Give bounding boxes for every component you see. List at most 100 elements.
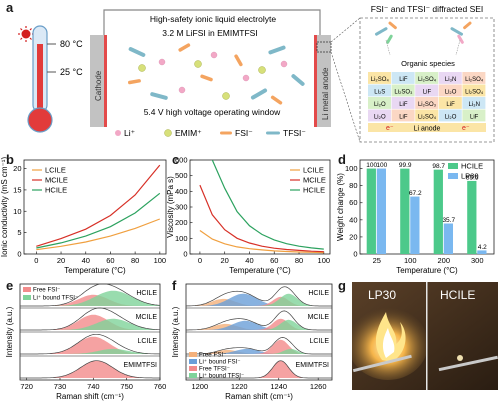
x-tick-label: 0 (198, 256, 202, 265)
thermometer-icon (27, 25, 56, 133)
sei-cell-label: Li₂SO₄ (418, 114, 437, 120)
fit-peak (20, 360, 160, 378)
sei-cell (438, 109, 462, 122)
ion-legend (115, 129, 280, 137)
spectrum-trace (20, 283, 161, 307)
y-tick-label: 400 (175, 187, 188, 196)
sei-cell-label: Li₂O (374, 102, 386, 108)
x-tick-label: 1200 (191, 382, 208, 391)
li-anode-label: Li anode (414, 126, 441, 133)
legend-tfsi: TFSI⁻ (283, 128, 306, 138)
legend-swatch (448, 173, 458, 179)
legend-li: Li⁺ (124, 128, 136, 138)
x-axis-label: Raman shift (cm⁻¹) (56, 392, 124, 401)
bar-hcile (400, 168, 410, 254)
sei-cell-label: Li₂SO₄ (371, 77, 390, 83)
series-line-hcile (36, 192, 161, 249)
legend-label: HCILE (45, 186, 67, 195)
sei-cell-label: Li₂S (374, 89, 385, 95)
x-tick-label: 40 (82, 256, 90, 265)
panel-a-label: a (6, 0, 14, 15)
x-axis-label: Temperature (°C) (396, 266, 458, 275)
y-tick-label: 0 (17, 250, 21, 259)
y-tick-label: 10 (13, 207, 21, 216)
fit-peak (186, 293, 332, 306)
y-axis-label: Ionic conductivity (mS cm⁻¹) (0, 157, 9, 258)
y-axis-label: Viscosity (mPa s) (166, 176, 175, 238)
sei-cell (415, 84, 439, 97)
cathode-electrode (90, 35, 104, 127)
bar-hcile (467, 180, 477, 254)
legend-swatch (189, 352, 197, 357)
x-tick-label: 750 (120, 382, 133, 391)
panel-g-label: g (338, 278, 346, 293)
legend-label: LCILE (45, 166, 66, 175)
sei-cell-label: LiF (399, 102, 408, 108)
x-axis-label: Temperature (°C) (64, 266, 126, 275)
sei-cell (415, 109, 439, 122)
x-tick-label: 100 (404, 256, 417, 265)
sei-cell-label: Li₂SO₄ (418, 77, 437, 83)
fit-peak (186, 348, 332, 354)
bar-hcile (433, 169, 443, 254)
series-line-mcile (199, 184, 324, 253)
electrolyte-composition: 3.2 M LiFSI in EMIMTFSI (162, 28, 257, 38)
circuit-wire (103, 9, 321, 38)
fit-peak (186, 349, 332, 354)
bar-value-label: 100 (366, 162, 377, 169)
sei-cell-label: Li₂O (445, 89, 457, 95)
chart-f-frame (185, 283, 333, 381)
sei-cell-label: LiF (399, 114, 408, 120)
legend-swatch (189, 373, 197, 378)
legend-label: MCILE (45, 176, 68, 185)
trace-label: MCILE (308, 314, 330, 321)
bar-value-label: 100 (376, 162, 387, 169)
spectrum-trace (186, 337, 332, 355)
bar-lp30 (477, 250, 487, 254)
schematic-svg: 80 °C 25 °C Cathode Li metal anode High-… (18, 4, 495, 143)
panel-f-label: f (172, 278, 177, 293)
y-tick-label: 0 (353, 250, 357, 259)
sei-cell (368, 97, 391, 109)
y-tick-label: 200 (175, 218, 188, 227)
organic-molecules (374, 21, 472, 56)
trace-label: HCILE (308, 290, 329, 297)
x-tick-label: 40 (245, 256, 253, 265)
y-tick-label: 15 (13, 185, 21, 194)
x-axis-label: Temperature (°C) (229, 266, 291, 275)
sei-cell (462, 72, 486, 84)
series-line-hcile (211, 160, 324, 250)
x-tick-label: 80 (131, 256, 139, 265)
trace-label: LCILE (138, 338, 158, 345)
x-tick-label: 1240 (270, 382, 287, 391)
bar-hcile (366, 168, 376, 254)
chart-d-frame (359, 159, 495, 255)
x-tick-label: 1220 (231, 382, 248, 391)
anode-label: Li metal anode (321, 67, 330, 120)
legend-label: LP30 (461, 172, 479, 181)
sei-cell-label: LiF (399, 77, 408, 83)
fit-peak (186, 320, 332, 330)
fit-peak (186, 296, 332, 306)
sei-cell-label: Li₂SO₄ (465, 89, 484, 95)
sei-cell (415, 97, 439, 109)
bar-lp30 (376, 168, 386, 254)
sei-cell (368, 84, 391, 97)
electron-label-right: e⁻ (462, 125, 470, 132)
y-tick-label: 20 (349, 232, 357, 241)
y-tick-label: 40 (349, 215, 357, 224)
electron-label-left: e⁻ (386, 125, 394, 132)
fit-peak (186, 318, 332, 330)
sei-cell (415, 72, 439, 84)
trace-label: LCILE (310, 338, 330, 345)
legend-fsi: FSI⁻ (235, 128, 253, 138)
legend-swatch (23, 295, 31, 300)
fit-peak (20, 294, 160, 306)
chart-b-frame (23, 159, 167, 255)
x-tick-label: 60 (270, 256, 278, 265)
photo-label-hcile: HCILE (440, 288, 476, 302)
bar-value-label: 99.9 (399, 162, 412, 169)
sei-cell (462, 84, 486, 97)
legend-label: HCILE (303, 186, 325, 195)
sei-cell (462, 109, 486, 122)
